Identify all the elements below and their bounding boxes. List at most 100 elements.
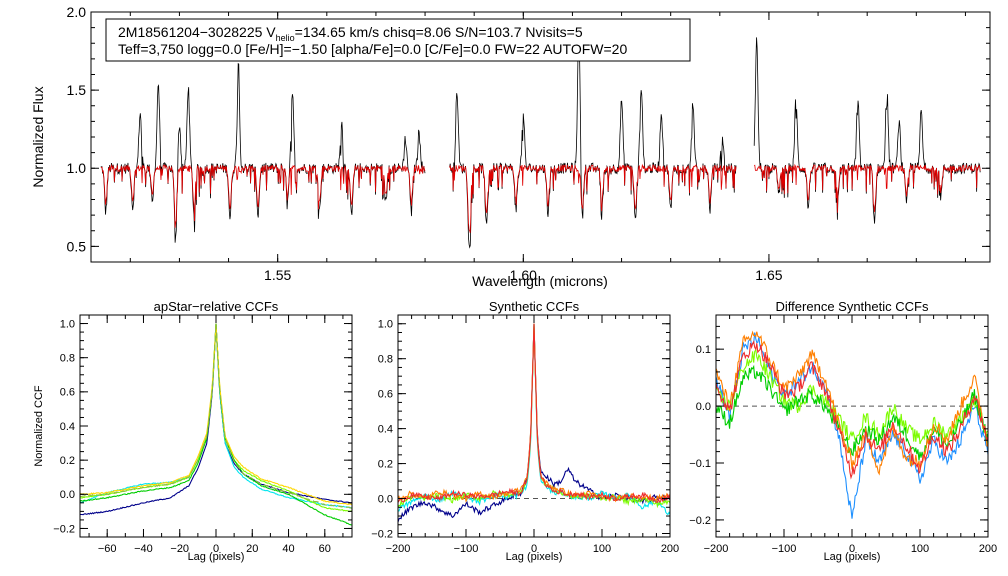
y-tick-label: 0.2 — [60, 455, 75, 467]
ccf-line-visit-3 — [80, 323, 352, 513]
spectrum-y-label: Normalized Flux — [30, 86, 46, 187]
spectrum-y-axis: 0.5 1.0 1.5 2.0 — [67, 4, 990, 263]
y-tick-label: 0.6 — [378, 389, 393, 401]
difference-ccf-panel: Difference Synthetic CCFs −200 −100 0 100 20… — [689, 299, 997, 563]
x-tick-label: 1.55 — [264, 267, 291, 283]
x-tick-label: 0 — [531, 543, 537, 555]
y-tick-label: 0.0 — [696, 401, 711, 413]
observed-spectrum-chip-1 — [100, 62, 426, 243]
apstar-ccf-panel: apStar−relative CCFs −60 −40 −20 0 20 40 60 −0… — [33, 299, 353, 563]
annotation-line-2: Teff=3,750 logg=0.0 [Fe/H]=−1.50 [alpha/… — [118, 41, 627, 57]
synthetic-ccf-title: Synthetic CCFs — [489, 299, 580, 314]
y-tick-label: 0.0 — [378, 493, 393, 505]
spectrum-lines — [100, 35, 981, 249]
ccf-line-visit-5 — [398, 323, 670, 504]
synthetic-ccf-panel: Synthetic CCFs −200 −100 0 100 200 −0.2 0.0 0.… — [371, 299, 679, 563]
synthetic-ccf-frame — [397, 314, 671, 538]
spectrum-x-axis: 1.55 1.60 1.65 — [129, 12, 966, 283]
ccf-line-visit-2 — [398, 323, 670, 516]
ccf-line-visit-3 — [716, 364, 988, 461]
x-tick-label: 1.65 — [755, 267, 782, 283]
observed-spectrum-chip-2 — [449, 35, 737, 249]
y-tick-label: 1.5 — [67, 82, 87, 98]
annotation-line-1: 2M18561204−3028225 Vhelio=134.65 km/s ch… — [118, 24, 583, 43]
x-tick-label: −100 — [454, 543, 479, 555]
apstar-ccf-x-label: Lag (pixels) — [188, 551, 245, 563]
ccf-line-template — [80, 323, 352, 509]
y-tick-label: 1.0 — [67, 160, 87, 176]
synthetic-ccf-x-axis: −200 −100 0 100 200 — [386, 315, 679, 555]
ccf-line-visit-2 — [80, 323, 352, 509]
ccf-line-visit-1 — [398, 323, 670, 523]
y-tick-label: 0.4 — [378, 423, 393, 435]
x-tick-label: 100 — [911, 543, 929, 555]
model-spectrum-chip-3 — [753, 163, 981, 213]
y-tick-label: −0.2 — [371, 528, 393, 540]
spectrum-x-label: Wavelength (microns) — [472, 273, 608, 289]
synthetic-ccf-x-label: Lag (pixels) — [506, 551, 563, 563]
y-tick-label: 1.0 — [378, 319, 393, 331]
x-tick-label: 60 — [319, 543, 331, 555]
observed-spectrum-chip-3 — [753, 37, 981, 224]
ccf-line-visit-4 — [716, 330, 988, 476]
ccf-line-visit-1 — [716, 332, 988, 519]
annotation-subscript: helio — [276, 33, 295, 43]
ccf-line-visit-5 — [716, 340, 988, 480]
difference-ccf-x-axis: −200 −100 0 100 200 — [704, 315, 997, 555]
x-tick-label: 40 — [282, 543, 294, 555]
y-tick-label: 0.6 — [60, 387, 75, 399]
x-tick-label: −100 — [772, 543, 797, 555]
y-tick-label: 0.8 — [378, 354, 393, 366]
x-tick-label: 20 — [246, 543, 258, 555]
spectrum-annotation-box: 2M18561204−3028225 Vhelio=134.65 km/s ch… — [105, 18, 691, 62]
x-tick-label: −40 — [134, 543, 153, 555]
y-tick-label: 0.0 — [60, 489, 75, 501]
x-tick-label: 200 — [661, 543, 679, 555]
ccf-series-group — [80, 323, 352, 526]
difference-ccf-plot-area — [716, 330, 988, 519]
apstar-ccf-y-label: Normalized CCF — [33, 385, 45, 467]
x-tick-label: 0 — [849, 543, 855, 555]
x-tick-label: 200 — [979, 543, 997, 555]
spectrum-panel: 1.55 1.60 1.65 0.5 1.0 1.5 2.0 Wavelength (mi… — [30, 4, 991, 289]
y-tick-label: 1.0 — [60, 318, 75, 330]
ccf-line-visit-2 — [716, 348, 988, 445]
apstar-ccf-x-axis: −60 −40 −20 0 20 40 60 — [88, 315, 344, 555]
annotation-star-id-prefix: 2M18561204−3028225 V — [118, 24, 276, 40]
y-tick-label: 0.5 — [67, 238, 87, 254]
y-tick-label: 0.1 — [696, 344, 711, 356]
y-tick-label: −0.2 — [53, 523, 75, 535]
ccf-series-group — [398, 323, 670, 523]
apstar-ccf-plot-area — [80, 323, 352, 526]
ccf-line-visit-1 — [80, 323, 352, 516]
x-tick-label: 0 — [213, 543, 219, 555]
x-tick-label: −200 — [704, 543, 729, 555]
x-tick-label: 1.60 — [510, 267, 537, 283]
x-tick-label: 100 — [593, 543, 611, 555]
y-tick-label: 0.2 — [378, 458, 393, 470]
model-spectrum-chip-2 — [449, 163, 737, 234]
annotation-rv-stats: =134.65 km/s chisq=8.06 S/N=103.7 Nvisit… — [295, 24, 583, 40]
y-tick-label: 0.4 — [60, 421, 75, 433]
x-tick-label: −20 — [170, 543, 189, 555]
difference-ccf-x-label: Lag (pixels) — [824, 551, 881, 563]
ccf-line-visit-5 — [80, 323, 352, 506]
ccf-line-visit-4 — [80, 323, 352, 526]
difference-ccf-title: Difference Synthetic CCFs — [776, 299, 929, 314]
apstar-ccf-frame — [79, 314, 353, 538]
ccf-series-group — [716, 330, 988, 519]
ccf-line-visit-3 — [398, 323, 670, 509]
x-tick-label: −60 — [98, 543, 117, 555]
difference-ccf-y-axis: −0.2 −0.1 0.0 0.1 — [689, 314, 988, 532]
difference-ccf-frame — [715, 314, 989, 538]
y-tick-label: −0.2 — [689, 515, 711, 527]
y-tick-label: 0.8 — [60, 353, 75, 365]
y-tick-label: 2.0 — [67, 4, 87, 20]
spectrum-plot-area — [100, 35, 981, 249]
x-tick-label: −200 — [386, 543, 411, 555]
ccf-line-visit-4 — [398, 323, 670, 503]
y-tick-label: −0.1 — [689, 458, 711, 470]
synthetic-ccf-y-axis: −0.2 0.0 0.2 0.4 0.6 0.8 1.0 — [371, 314, 670, 540]
model-spectrum-chip-1 — [100, 163, 426, 228]
